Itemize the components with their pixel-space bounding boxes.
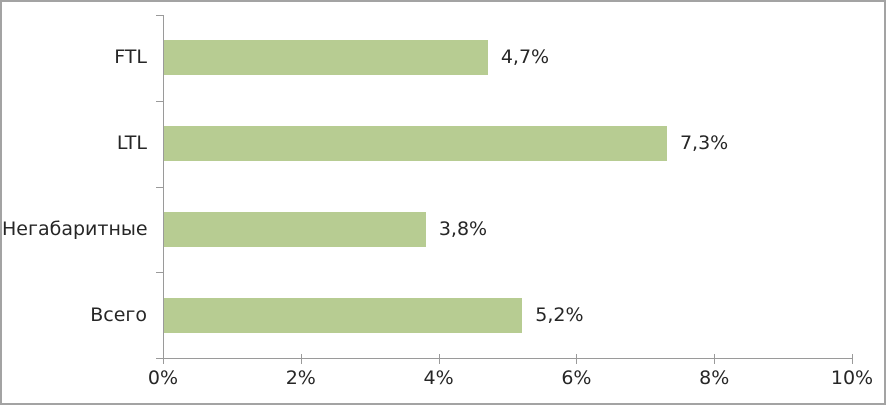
x-tick-label: 8% [699, 367, 730, 389]
value-label: 5,2% [535, 303, 584, 326]
category-label: Всего [90, 303, 147, 326]
x-axis-tick [300, 354, 302, 364]
x-axis-tick [852, 354, 853, 364]
x-axis-tick [163, 354, 164, 364]
bar [164, 211, 426, 247]
value-label: 7,3% [679, 132, 729, 155]
x-axis-tick [438, 354, 440, 364]
x-tick-label: 4% [423, 367, 454, 389]
x-tick-label: 6% [561, 367, 592, 389]
y-axis-line [163, 15, 164, 358]
category-axis-tick [156, 100, 163, 102]
category-axis-tick [156, 15, 163, 16]
x-tick-label: 10% [830, 367, 874, 389]
category-label: FTL [114, 46, 147, 69]
value-label: 4,7% [500, 46, 550, 69]
category-label: LTL [116, 132, 147, 155]
bar [164, 40, 488, 76]
bar [164, 297, 523, 333]
category-label: Негабаритные [2, 217, 148, 240]
bar [164, 126, 667, 162]
x-tick-label: 0% [147, 367, 179, 389]
x-axis-tick [714, 354, 716, 364]
category-axis-tick [156, 186, 163, 188]
x-tick-label: 2% [285, 367, 316, 389]
category-axis-tick [156, 358, 163, 359]
category-axis-tick [156, 272, 163, 274]
value-label: 3,8% [438, 217, 488, 240]
x-axis-line [163, 358, 852, 359]
x-axis-tick [576, 354, 578, 364]
